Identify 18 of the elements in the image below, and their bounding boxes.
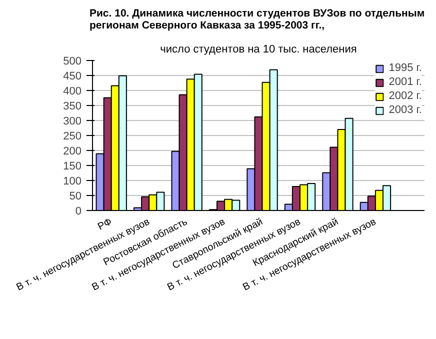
y-tick-label: 400 bbox=[63, 86, 82, 98]
y-tick-label: 200 bbox=[63, 146, 82, 158]
y-tick-label: 500 bbox=[63, 56, 82, 68]
y-tick-label: 100 bbox=[63, 176, 82, 188]
y-tick-label: 450 bbox=[63, 70, 82, 82]
y-tick-label: 50 bbox=[69, 190, 82, 202]
legend-label: 2001 г. bbox=[388, 76, 422, 88]
y-tick-label: 350 bbox=[63, 100, 82, 112]
y-tick-label: 150 bbox=[63, 160, 82, 172]
y-tick-label: 250 bbox=[63, 130, 82, 142]
y-tick-label: 0 bbox=[75, 206, 82, 218]
chart-subtitle: число студентов на 10 тыс. населения bbox=[160, 44, 357, 56]
legend-label: 2002 г. bbox=[388, 90, 422, 102]
chart-title: Рис. 10. Динамика численности студентов ВУЗов по отдельным регионам Северного Кавказа за 1995-2003 гг., bbox=[89, 8, 425, 32]
y-tick-label: 300 bbox=[63, 116, 82, 128]
legend-label: 2003 г. bbox=[388, 104, 422, 116]
legend-label: 1995 г. bbox=[388, 62, 422, 74]
x-tick-label: РФ bbox=[96, 216, 114, 233]
